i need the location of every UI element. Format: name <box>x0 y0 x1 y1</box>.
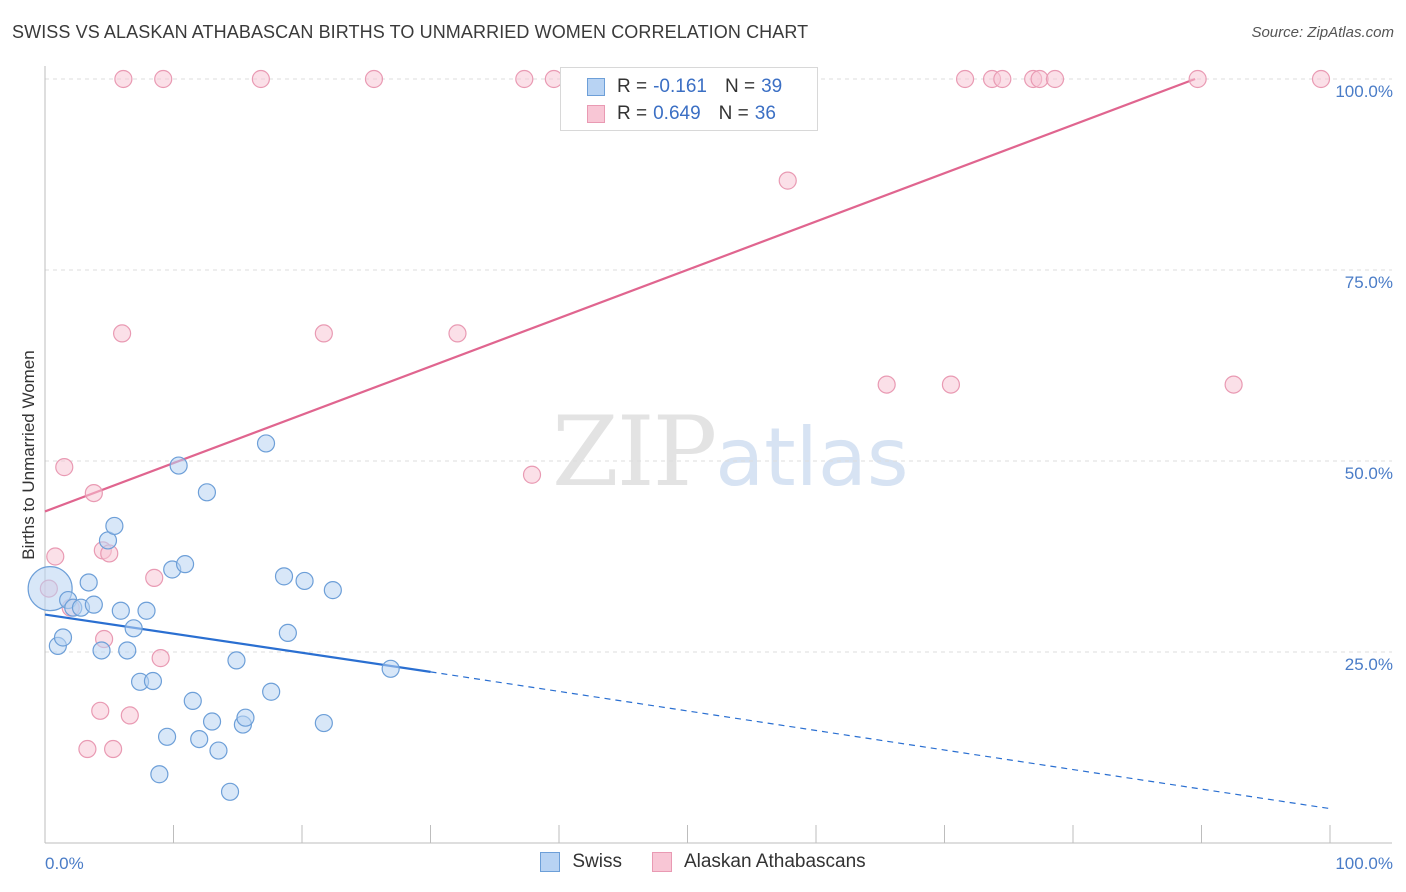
swiss-point <box>220 782 240 801</box>
swiss-point <box>150 765 169 784</box>
alaskan-legend-swatch <box>651 852 672 872</box>
swiss-legend-swatch <box>540 852 561 872</box>
swiss-point <box>124 619 143 638</box>
swiss-point <box>256 434 276 453</box>
legend-item-alaskan: Alaskan Athabascans <box>651 851 866 873</box>
swiss-point <box>118 641 137 660</box>
alaskan-point <box>46 547 65 566</box>
alaskan-point <box>448 324 467 343</box>
swiss-point <box>143 671 163 691</box>
watermark: ZIPatlas <box>552 396 909 508</box>
alaskan-point <box>78 739 97 759</box>
alaskan-point <box>120 706 139 725</box>
alaskan-point <box>154 69 173 89</box>
swiss-point <box>278 623 297 643</box>
swiss-point <box>323 581 342 600</box>
alaskan-n-label: N = <box>718 103 749 124</box>
alaskan-point <box>151 649 170 668</box>
swiss-point <box>202 712 222 731</box>
alaskan-point <box>1224 375 1243 394</box>
swiss-point <box>236 708 255 727</box>
grid <box>45 78 1392 653</box>
swiss-point <box>262 682 281 701</box>
alaskan-point <box>314 324 333 343</box>
alaskan-point <box>1030 69 1049 89</box>
swiss-point <box>175 555 195 574</box>
alaskan-point <box>55 458 74 477</box>
alaskan-point <box>145 568 164 587</box>
alaskan-point <box>993 69 1012 89</box>
alaskan-point <box>955 69 975 89</box>
swiss-point <box>381 659 400 678</box>
swiss-point <box>227 651 246 670</box>
axes <box>44 66 1392 844</box>
alaskan-r-value: 0.649 <box>653 103 701 124</box>
alaskan-point <box>251 69 270 89</box>
y-tick-label: 75.0% <box>1345 273 1393 292</box>
alaskan-point <box>104 739 123 759</box>
legend-item-swiss: Swiss <box>540 851 622 873</box>
swiss-point <box>79 573 98 592</box>
x-tick-label: 100.0% <box>1335 854 1393 873</box>
alaskan-point <box>941 375 961 394</box>
swiss-point <box>169 456 188 475</box>
source-note: Source: ZipAtlas.com <box>1251 24 1394 41</box>
swiss-n-value: 39 <box>761 76 783 97</box>
swiss-point <box>53 628 73 647</box>
alaskan-n-value: 36 <box>754 103 776 124</box>
swiss-point <box>274 567 294 586</box>
series-legend: Swiss Alaskan Athabascans <box>0 851 1406 873</box>
alaskan-point <box>84 483 103 503</box>
swiss-legend-label: Swiss <box>572 851 622 872</box>
swiss-point <box>92 641 111 660</box>
y-tick-label: 50.0% <box>1345 464 1393 483</box>
swiss-point <box>209 741 228 760</box>
swiss-swatch <box>587 78 605 96</box>
alaskan-point <box>1045 69 1065 89</box>
alaskan-point <box>522 465 542 484</box>
watermark-atlas: atlas <box>715 411 909 504</box>
swiss-trend-line <box>44 613 431 673</box>
swiss-trend-extension <box>430 671 1331 810</box>
alaskan-point <box>1188 69 1207 89</box>
y-tick-label: 100.0% <box>1335 82 1393 101</box>
swiss-point <box>314 713 333 733</box>
y-tick-label: 25.0% <box>1345 655 1393 674</box>
y-axis-title: Births to Unmarried Women <box>19 350 38 559</box>
chart-title: SWISS VS ALASKAN ATHABASCAN BIRTHS TO UN… <box>12 22 809 42</box>
swiss-n-label: N = <box>724 76 756 97</box>
alaskan-point <box>112 324 132 343</box>
swiss-point <box>295 571 314 591</box>
swiss-point <box>183 691 202 710</box>
swiss-r-value: -0.161 <box>653 76 707 97</box>
legend-row-swiss: R = -0.161 N = 39 <box>587 74 782 100</box>
watermark-zip: ZIP <box>552 396 717 508</box>
alaskan-point <box>91 701 110 720</box>
swiss-point <box>111 601 130 620</box>
alaskan-point <box>364 69 384 89</box>
alaskan-swatch <box>587 105 605 123</box>
alaskan-legend-label: Alaskan Athabascans <box>683 851 866 872</box>
swiss-point <box>157 727 177 746</box>
alaskan-point <box>778 171 797 190</box>
alaskan-r-label: R = <box>617 103 648 124</box>
x-tick-label: 0.0% <box>45 854 84 873</box>
swiss-point <box>105 516 124 536</box>
swiss-point <box>84 595 103 614</box>
swiss-point <box>197 483 217 502</box>
alaskan-point <box>1311 69 1331 89</box>
trend-lines <box>44 77 1331 810</box>
alaskan-point <box>515 69 534 89</box>
alaskan-trend-line <box>44 77 1196 513</box>
legend-row-alaskan: R = 0.649 N = 36 <box>587 101 776 127</box>
data-points <box>27 69 1331 801</box>
swiss-r-label: R = <box>617 76 648 97</box>
alaskan-point <box>114 69 133 89</box>
swiss-point <box>190 729 209 749</box>
axis-labels: 25.0% 50.0% 75.0% 100.0% 0.0% 100.0% Births to… <box>19 82 1393 873</box>
correlation-legend: R = -0.161 N = 39 R = 0.649 N = 36 <box>560 67 818 131</box>
swiss-point <box>137 601 156 620</box>
alaskan-point <box>877 375 896 394</box>
